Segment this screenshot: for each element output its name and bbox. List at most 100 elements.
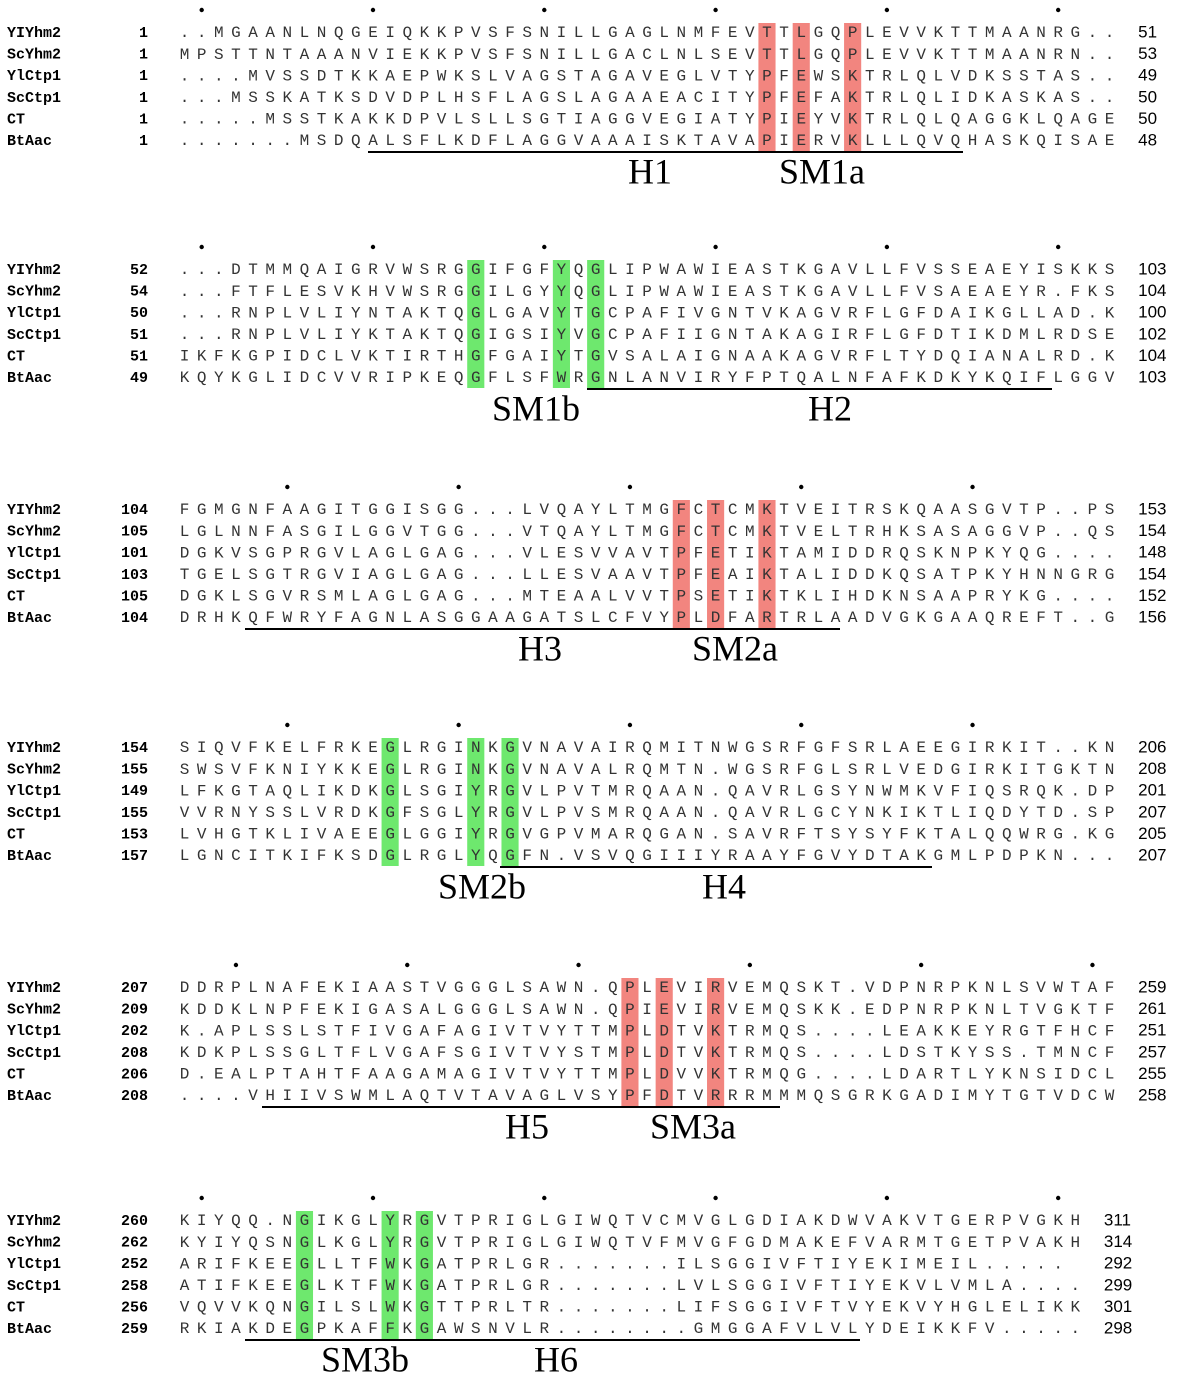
- region-label: H3: [518, 628, 562, 668]
- sequence: DGKVSGPRGVLAGLGAG...VLESVVAVTPFETIKTAMID…: [180, 544, 1115, 562]
- sequence: LVHGTKLIVAEEGLGGIYRGVGPVMARQGAN.SAVRFTSY…: [180, 826, 1115, 844]
- sequence-name: ScCtp1: [7, 327, 61, 344]
- region-label: SM1b: [492, 388, 580, 428]
- start-position: 208: [121, 1045, 148, 1062]
- ruler-dot: [799, 484, 804, 490]
- sequence-name: YlCtp1: [7, 783, 61, 800]
- sequence-name: BtAac: [7, 1088, 52, 1105]
- conserved-column: [758, 23, 776, 151]
- ruler-dot: [370, 244, 376, 250]
- end-position: 148: [1138, 543, 1166, 562]
- sequence-name: ScCtp1: [7, 90, 61, 107]
- start-position: 1: [139, 133, 148, 150]
- conserved-column: [381, 1211, 399, 1339]
- conserved-column: [707, 978, 725, 1106]
- end-position: 48: [1138, 130, 1157, 149]
- sequence-name: BtAac: [7, 1321, 52, 1338]
- end-position: 311: [1104, 1210, 1131, 1229]
- ruler-dot: [405, 962, 410, 968]
- sequence: RKIAKDEGPKAFFKGAWSNVLR........GMGGAFVLVL…: [180, 1320, 1080, 1338]
- start-position: 52: [130, 262, 148, 279]
- sequence-name: YlCtp1: [7, 68, 61, 85]
- end-position: 301: [1104, 1297, 1132, 1316]
- ruler-dot: [1090, 962, 1095, 968]
- end-position: 206: [1138, 737, 1166, 756]
- sequence: KIYQQ.NGIKGLYRGVTPRIGLGIWQTVCMVGLGDIAKDW…: [180, 1212, 1080, 1230]
- start-position: 101: [121, 545, 148, 562]
- start-position: 1: [139, 47, 148, 64]
- start-position: 155: [121, 762, 148, 779]
- sequence-name: ScCtp1: [7, 1278, 61, 1295]
- end-position: 314: [1104, 1232, 1132, 1251]
- conserved-column: [381, 738, 399, 866]
- start-position: 206: [121, 1066, 148, 1083]
- start-position: 259: [121, 1321, 148, 1338]
- start-position: 1: [139, 68, 148, 85]
- start-position: 103: [121, 567, 148, 584]
- ruler-dot: [627, 484, 633, 490]
- ruler-dot: [1055, 244, 1061, 250]
- ruler-dot: [970, 484, 975, 490]
- ruler-dot: [285, 722, 290, 728]
- sequence: VVRNYSSLVRDKGFSGLYRGVLPVSMRQAAN.QAVRLGCY…: [180, 804, 1115, 822]
- sequence: KYIYQSNGLKGLYRGVTPRIGLGIWQTVFMVGFGDMAKEF…: [180, 1234, 1080, 1252]
- start-position: 104: [121, 502, 148, 519]
- sequence-name: YIYhm2: [7, 740, 61, 757]
- conserved-column: [621, 978, 639, 1106]
- sequence-name: ScCtp1: [7, 567, 61, 584]
- conserved-column: [501, 738, 519, 866]
- end-position: 258: [1138, 1085, 1166, 1104]
- end-position: 153: [1138, 499, 1166, 518]
- ruler-dot: [970, 722, 975, 728]
- ruler-dot: [199, 7, 204, 13]
- start-position: 54: [130, 284, 148, 301]
- sequence-name: CT: [7, 588, 25, 605]
- sequence-name: ScYhm2: [7, 1002, 61, 1019]
- sequence: LFKGTAQLIKDKGLSGIYRGVLPVTMRQAAN.QAVRLGSY…: [180, 782, 1115, 800]
- start-position: 153: [121, 826, 148, 843]
- sequence: LGNCITKIFKSDGLRGLYQGFN.VSVQGIIIYRAAYFGVY…: [180, 847, 1115, 865]
- conserved-column: [792, 23, 810, 151]
- start-position: 207: [121, 980, 148, 997]
- ruler-dot: [1055, 1195, 1061, 1201]
- sequence: ...RNPLVLIYNTAKTQGLGAVYTGCPAFIVGNTVKAGVR…: [180, 304, 1115, 322]
- ruler-dot: [199, 244, 204, 250]
- ruler-dot: [1055, 7, 1061, 13]
- sequence: SIQVFKELFRKEGLRGINKGVNAVAIRQMITNWGSRFGFS…: [180, 739, 1115, 757]
- end-position: 103: [1138, 367, 1166, 386]
- ruler-dot: [747, 962, 753, 968]
- start-position: 260: [121, 1213, 148, 1230]
- sequence: KDKPLSSGLTFLVGAFSGIVTVYSTMPLDTVKTRMQS...…: [180, 1044, 1115, 1062]
- sequence-name: BtAac: [7, 133, 52, 150]
- sequence: .......MSDQALSFLKDFLAGGVAAAISKTAVAPIERVK…: [180, 132, 1115, 150]
- sequence: SWSVFKNIYKKEGLRGINKGVNAVALRQMTN.WGSRFGLS…: [180, 761, 1115, 779]
- sequence: ...FTFLESVKHVWSRGGILGYYQGLIPWAWIEASTKGAV…: [180, 283, 1115, 301]
- sequence-name: BtAac: [7, 370, 52, 387]
- sequence-name: CT: [7, 1066, 25, 1083]
- end-position: 201: [1138, 781, 1166, 800]
- start-position: 51: [130, 348, 148, 365]
- region-label: SM2a: [692, 628, 778, 668]
- sequence: DRHKQFWRYFAGNLASGGAAGATSLCFVYPLDFARTRLAA…: [180, 609, 1115, 627]
- ruler-dot: [370, 7, 376, 13]
- ruler-dot: [884, 244, 890, 250]
- start-position: 104: [121, 610, 148, 627]
- end-position: 207: [1138, 845, 1166, 864]
- end-position: 299: [1104, 1275, 1132, 1294]
- end-position: 255: [1138, 1064, 1166, 1083]
- end-position: 103: [1138, 259, 1166, 278]
- start-position: 252: [121, 1256, 148, 1273]
- sequence-name: ScYhm2: [7, 1235, 61, 1252]
- sequence-name: ScCtp1: [7, 805, 61, 822]
- conserved-column: [587, 260, 605, 388]
- ruler-dot: [542, 7, 547, 13]
- region-label: SM3a: [650, 1106, 736, 1146]
- ruler-dot: [542, 244, 547, 250]
- sequence-name: CT: [7, 1299, 25, 1316]
- sequence: K.APLSSLSTFIVGAFAGIVTVYTTMPLDTVKTRMQS...…: [180, 1022, 1115, 1040]
- sequence: MPSTTNTAAANVIEKKPVSFSNILLGACLNLSEVTTLGQP…: [180, 46, 1115, 64]
- sequence: VQVVKQNGILSLWKGTTPRLTR.......LIFSGGIVFTV…: [180, 1299, 1081, 1317]
- conserved-column: [707, 500, 725, 628]
- ruler-dot: [542, 1195, 547, 1201]
